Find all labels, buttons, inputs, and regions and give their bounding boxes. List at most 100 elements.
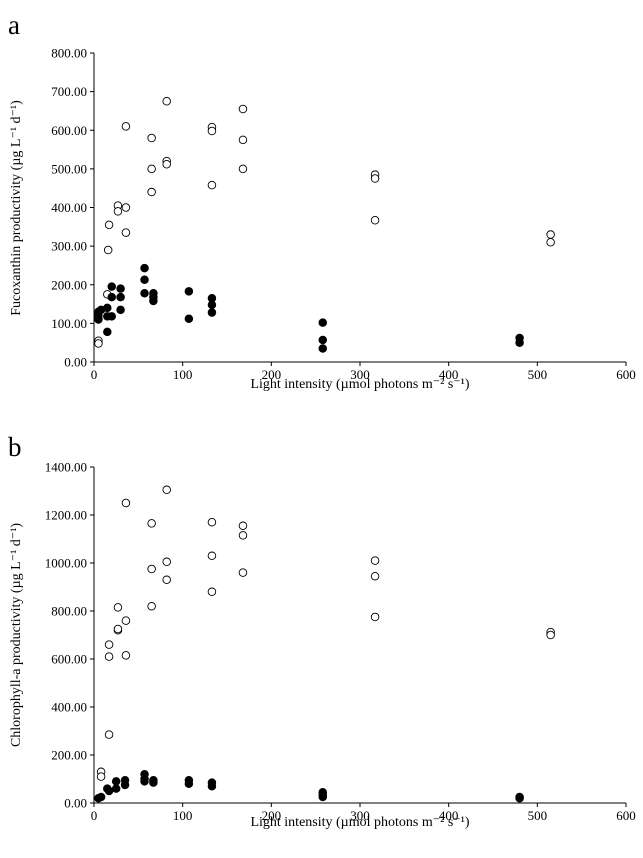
data-point-filled	[318, 344, 328, 353]
y-tick-label: 1400.00	[45, 460, 87, 475]
x-tick-label: 600	[616, 808, 636, 823]
x-tick-label: 200	[262, 808, 282, 823]
x-tick-label: 300	[350, 367, 370, 382]
data-point-open	[370, 215, 380, 225]
data-point-open	[103, 245, 113, 255]
x-tick-label: 500	[528, 367, 548, 382]
data-point-open	[94, 339, 103, 348]
data-point-open	[104, 220, 114, 230]
panel-b-x-axis-title: Light intensity (µmol photons m⁻² s⁻¹)	[250, 815, 469, 830]
data-point-open	[121, 203, 131, 212]
data-point-open	[207, 587, 217, 597]
y-tick-label: 400.00	[51, 200, 87, 215]
data-point-open	[121, 616, 131, 625]
y-tick-label: 0.00	[64, 355, 87, 370]
data-point-open	[238, 521, 248, 531]
data-point-filled	[140, 275, 149, 284]
y-tick-label: 1000.00	[45, 556, 87, 571]
data-point-open	[370, 174, 380, 183]
y-tick-label: 600.00	[51, 652, 87, 667]
data-point-open	[147, 133, 156, 143]
data-point-open	[546, 230, 555, 239]
data-point-open	[147, 164, 156, 174]
data-point-filled	[515, 338, 524, 347]
data-point-filled	[116, 284, 125, 293]
data-point-open	[207, 126, 217, 136]
data-point-filled	[107, 312, 116, 321]
y-tick-label: 200.00	[51, 277, 87, 292]
data-point-open	[121, 122, 131, 131]
data-point-filled	[140, 777, 149, 786]
data-point-filled	[140, 263, 149, 273]
y-tick-label: 700.00	[51, 84, 87, 99]
x-tick-label: 600	[616, 367, 636, 382]
data-point-open	[238, 164, 248, 174]
data-point-open	[162, 485, 171, 495]
panel-a-chart: a 0.00 100.00 200.00 300.00 400.00 500.00 600.…	[8, 10, 636, 392]
data-point-filled	[207, 300, 217, 310]
panel-a-x-axis-title: Light intensity (µmol photons m⁻² s⁻¹)	[250, 377, 469, 392]
data-point-filled	[104, 786, 114, 796]
data-point-filled	[318, 792, 328, 802]
data-point-filled	[107, 282, 116, 291]
data-point-open	[121, 228, 131, 237]
data-point-open	[207, 517, 217, 527]
data-point-open	[546, 630, 555, 640]
data-point-filled	[149, 778, 158, 787]
data-point-open	[113, 624, 123, 634]
data-point-open	[162, 97, 171, 106]
y-tick-label: 400.00	[51, 700, 87, 715]
data-point-filled	[318, 335, 328, 345]
data-point-filled	[107, 292, 116, 302]
x-tick-label: 200	[262, 367, 282, 382]
y-tick-label: 1200.00	[45, 508, 87, 523]
data-point-open	[147, 519, 156, 528]
data-point-open	[147, 601, 156, 611]
data-point-open	[147, 187, 156, 197]
x-tick-label: 400	[439, 808, 459, 823]
data-point-open	[546, 238, 555, 247]
x-tick-label: 300	[350, 808, 370, 823]
data-point-open	[207, 180, 217, 190]
y-tick-label: 100.00	[51, 316, 87, 331]
data-point-open	[370, 571, 380, 581]
data-point-open	[162, 575, 171, 585]
y-tick-label: 0.00	[64, 796, 87, 811]
data-point-filled	[96, 792, 106, 802]
data-point-open	[104, 652, 114, 661]
y-tick-label: 200.00	[51, 748, 87, 763]
data-point-filled	[111, 777, 121, 786]
data-point-filled	[184, 287, 194, 296]
data-point-filled	[515, 793, 524, 803]
data-point-open	[162, 557, 171, 567]
data-point-filled	[120, 780, 130, 790]
data-point-filled	[184, 314, 194, 323]
x-tick-label: 100	[173, 367, 193, 382]
data-point-open	[104, 730, 114, 739]
data-point-open	[104, 640, 114, 649]
panel-b-chart: b 0.00 200.00 400.00 600.00 800.00 1000.00 120…	[8, 432, 636, 830]
data-point-open	[121, 498, 131, 508]
x-tick-label: 0	[91, 808, 98, 823]
data-point-open	[238, 135, 248, 145]
y-tick-label: 800.00	[51, 604, 87, 619]
data-point-open	[207, 551, 217, 561]
data-point-filled	[103, 327, 112, 337]
x-tick-label: 0	[91, 367, 98, 382]
data-point-open	[113, 207, 123, 216]
y-tick-label: 800.00	[51, 46, 87, 61]
panel-a-label: a	[8, 10, 20, 40]
data-point-open	[96, 772, 106, 781]
y-tick-label: 500.00	[51, 161, 87, 176]
data-point-filled	[207, 308, 217, 317]
data-point-filled	[140, 288, 149, 298]
data-point-filled	[318, 318, 328, 327]
data-point-open	[162, 159, 171, 169]
data-point-filled	[103, 303, 112, 313]
data-point-open	[238, 531, 248, 540]
x-tick-label: 500	[528, 808, 548, 823]
x-tick-label: 100	[173, 808, 193, 823]
data-point-open	[113, 603, 123, 612]
data-point-filled	[116, 305, 125, 315]
